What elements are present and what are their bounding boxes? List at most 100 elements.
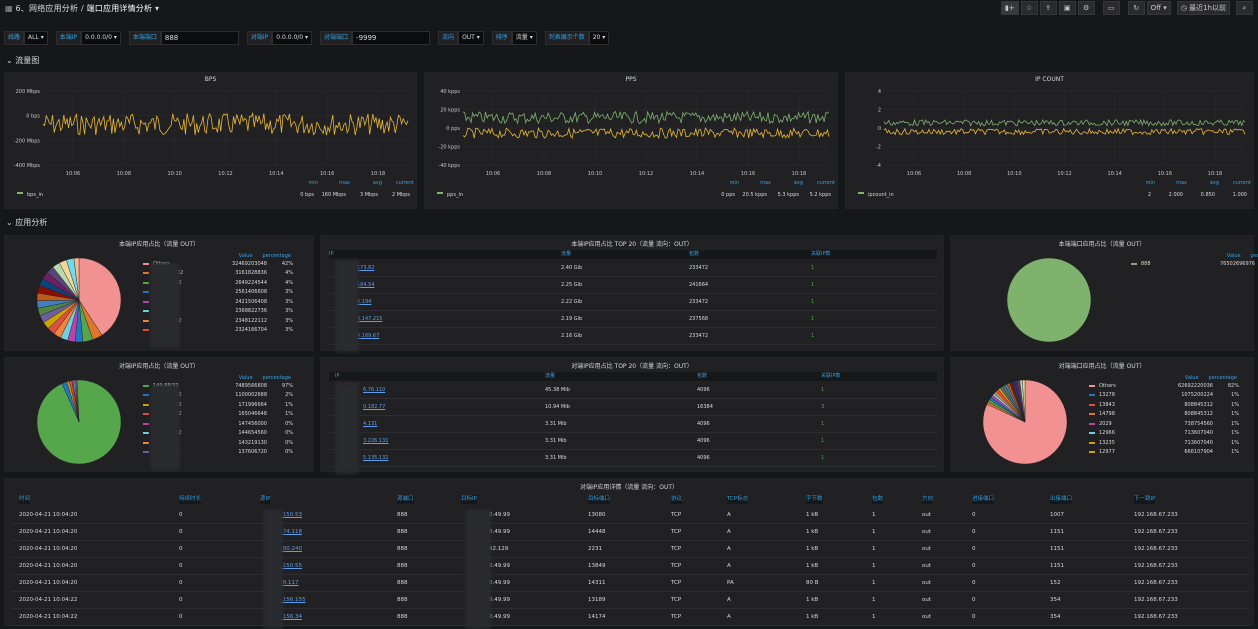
legend-col-percentage[interactable]: percentage: [262, 253, 291, 259]
legend-col-percentage[interactable]: percentage: [262, 375, 291, 381]
table-cell: 4096: [697, 421, 710, 427]
source-ip-link[interactable]: 04.156.34: [274, 614, 302, 620]
var-select-remote-ip[interactable]: 0.0.0.0/0 ▾: [272, 31, 313, 45]
column-header[interactable]: 方向: [922, 495, 934, 504]
legend-row[interactable]: bps_in 0 bps 160 Mbps 3 Mbps 2 Mbps: [17, 192, 410, 198]
source-ip-link[interactable]: 5.98.117: [274, 580, 299, 586]
legend-col-value[interactable]: Value: [1226, 253, 1241, 259]
legend-row[interactable]: Others 62692220036 82%: [1089, 381, 1239, 391]
legend-row[interactable]: 13278 1075200224 1%: [1089, 391, 1239, 401]
ip-link[interactable]: 3.226.131: [363, 438, 389, 444]
column-header[interactable]: 目标IP: [461, 495, 477, 504]
legend-col-value[interactable]: Value: [238, 253, 253, 259]
legend-percentage: 3%: [285, 308, 293, 315]
legend-row[interactable]: 12966 713607040 1%: [1089, 429, 1239, 439]
source-ip-link[interactable]: 04.150.55: [274, 563, 302, 569]
panel-bps[interactable]: BPS 200 Mbps 0 bps -200 Mbps -400 Mbps 10:06 1…: [4, 72, 417, 209]
refresh-icon[interactable]: ↻: [1127, 1, 1145, 15]
panel-remote-ip-pie[interactable]: 对端IP应用占比（流量 OUT）Valuepercentage149.88/32…: [4, 357, 314, 472]
column-header[interactable]: 持续时长: [179, 495, 202, 504]
column-header[interactable]: 下一跳IP: [1134, 495, 1156, 504]
legend-col-value[interactable]: Value: [1184, 375, 1199, 381]
column-header[interactable]: 源端口: [397, 495, 414, 504]
legend-row[interactable]: 88876502696976100%: [1131, 259, 1258, 269]
ip-link[interactable]: 173.82: [357, 265, 375, 271]
source-ip-link[interactable]: 04.156.155: [274, 597, 306, 603]
column-header[interactable]: 包数: [689, 250, 700, 259]
ip-link[interactable]: 4.169.67: [357, 333, 380, 339]
monitor-icon[interactable]: ▭: [1102, 1, 1120, 15]
legend-row[interactable]: 14798 808845312 1%: [1089, 410, 1239, 420]
column-header[interactable]: 时间: [19, 495, 31, 504]
ip-link[interactable]: 4.131: [363, 421, 378, 427]
legend-row[interactable]: 12977 666107904 1%: [1089, 448, 1239, 458]
column-header[interactable]: 进接端口: [972, 495, 995, 504]
panel-pps[interactable]: PPS 40 kpps 20 kpps 0 pps -20 kpps -40 kpps 10…: [424, 72, 838, 209]
legend-col-percentage[interactable]: percentage: [1208, 375, 1237, 381]
var-select-sort[interactable]: 流量 ▾: [511, 31, 537, 45]
chevron-down-icon[interactable]: ▾: [154, 4, 160, 13]
column-header[interactable]: 源IP: [260, 495, 271, 504]
ip-link[interactable]: 5.135.132: [363, 455, 389, 461]
var-select-line[interactable]: ALL ▾: [24, 31, 48, 45]
column-header[interactable]: 包数: [872, 495, 884, 504]
source-ip-link[interactable]: 04.150.53: [274, 512, 302, 518]
legend-row[interactable]: ipcount_in 2 2.000 0.850 1.000: [858, 192, 1247, 198]
folder-title[interactable]: 6、网络应用分析: [15, 4, 79, 13]
add-panel-icon[interactable]: ▮+: [1000, 1, 1019, 15]
panel-ip-count[interactable]: IP COUNT 4 2 0 -2 -4 10:06 10:08 10:10 10:12 10:14…: [845, 72, 1254, 209]
column-header[interactable]: 流量: [545, 372, 556, 381]
legend-row[interactable]: pps_in 0 pps 20.5 kpps 5.3 kpps 5.2 kpps: [437, 192, 831, 198]
panel-remote-port-pie[interactable]: 对端端口应用占比（流量 OUT） Value percentage Others 626…: [950, 357, 1254, 472]
row-header-flow[interactable]: ⌄ 流量图: [6, 55, 39, 66]
time-range-button[interactable]: ◷ 最近1h以前: [1176, 1, 1230, 15]
column-header[interactable]: 关联IP数: [821, 372, 841, 381]
legend-row[interactable]: 2029 738754560 1%: [1089, 419, 1239, 429]
refresh-interval-button[interactable]: Off ▾: [1146, 1, 1171, 15]
panel-local-port-pie[interactable]: 本端端口应用占比（流量 OUT） Value percentage 888 765026…: [950, 235, 1258, 351]
column-header[interactable]: 字节数: [806, 495, 823, 504]
legend-label: 12977: [1099, 449, 1115, 456]
pie-slice[interactable]: [1022, 379, 1026, 423]
star-icon[interactable]: ☆: [1020, 1, 1038, 15]
column-header[interactable]: 关联IP数: [811, 250, 831, 259]
source-ip-link[interactable]: 0.174.118: [274, 529, 302, 535]
row-header-app[interactable]: ⌄ 应用分析: [6, 217, 47, 228]
page-title[interactable]: 端口应用详情分析: [86, 4, 153, 13]
column-header[interactable]: IP: [329, 250, 334, 259]
legend-row[interactable]: 13235 713607040 1%: [1089, 438, 1239, 448]
ip-link[interactable]: 6.76.110: [363, 387, 386, 393]
pie-slice[interactable]: [75, 379, 80, 423]
pie-slice[interactable]: [1006, 257, 1092, 343]
column-header[interactable]: IP: [335, 372, 340, 381]
zoom-out-icon[interactable]: ⌕: [1236, 1, 1253, 15]
dashboard-title[interactable]: ▦ 6、网络应用分析 / 端口应用详情分析 ▾: [5, 3, 159, 14]
legend-col-percentage[interactable]: percentage: [1250, 253, 1258, 259]
var-select-direction[interactable]: OUT ▾: [458, 31, 484, 45]
legend-percentage: 3%: [285, 298, 293, 305]
panel-local-ip-pie[interactable]: 本端IP应用占比（流量 OUT）ValuepercentageOthers324…: [4, 235, 314, 351]
ip-link[interactable]: 4.147.215: [357, 316, 383, 322]
legend-swatch: [1089, 403, 1095, 406]
ip-link[interactable]: 184.54: [357, 282, 375, 288]
var-input-remote-port[interactable]: -9999: [352, 31, 431, 45]
pie-slice[interactable]: [73, 257, 80, 301]
column-header[interactable]: 包数: [697, 372, 708, 381]
share-icon[interactable]: ⇪: [1039, 1, 1057, 15]
source-ip-link[interactable]: 0.180.240: [274, 546, 302, 552]
column-header[interactable]: 流量: [561, 250, 572, 259]
table-cell: 1: [811, 333, 815, 339]
var-select-list-count[interactable]: 20 ▾: [588, 31, 610, 45]
legend-col-value[interactable]: Value: [238, 375, 253, 381]
column-header[interactable]: 目标端口: [588, 495, 611, 504]
ip-link[interactable]: 0.182.77: [363, 404, 386, 410]
gear-icon[interactable]: ⚙: [1077, 1, 1095, 15]
var-input-local-port[interactable]: 888: [160, 31, 239, 45]
column-header[interactable]: 出接端口: [1050, 495, 1073, 504]
column-header[interactable]: TCP标志: [727, 495, 749, 504]
ip-link[interactable]: 8.194: [357, 299, 372, 305]
var-select-local-ip[interactable]: 0.0.0.0/0 ▾: [81, 31, 121, 45]
legend-row[interactable]: 13843 808845312 1%: [1089, 400, 1239, 410]
column-header[interactable]: 协议: [671, 495, 683, 504]
save-icon[interactable]: ▣: [1058, 1, 1076, 15]
